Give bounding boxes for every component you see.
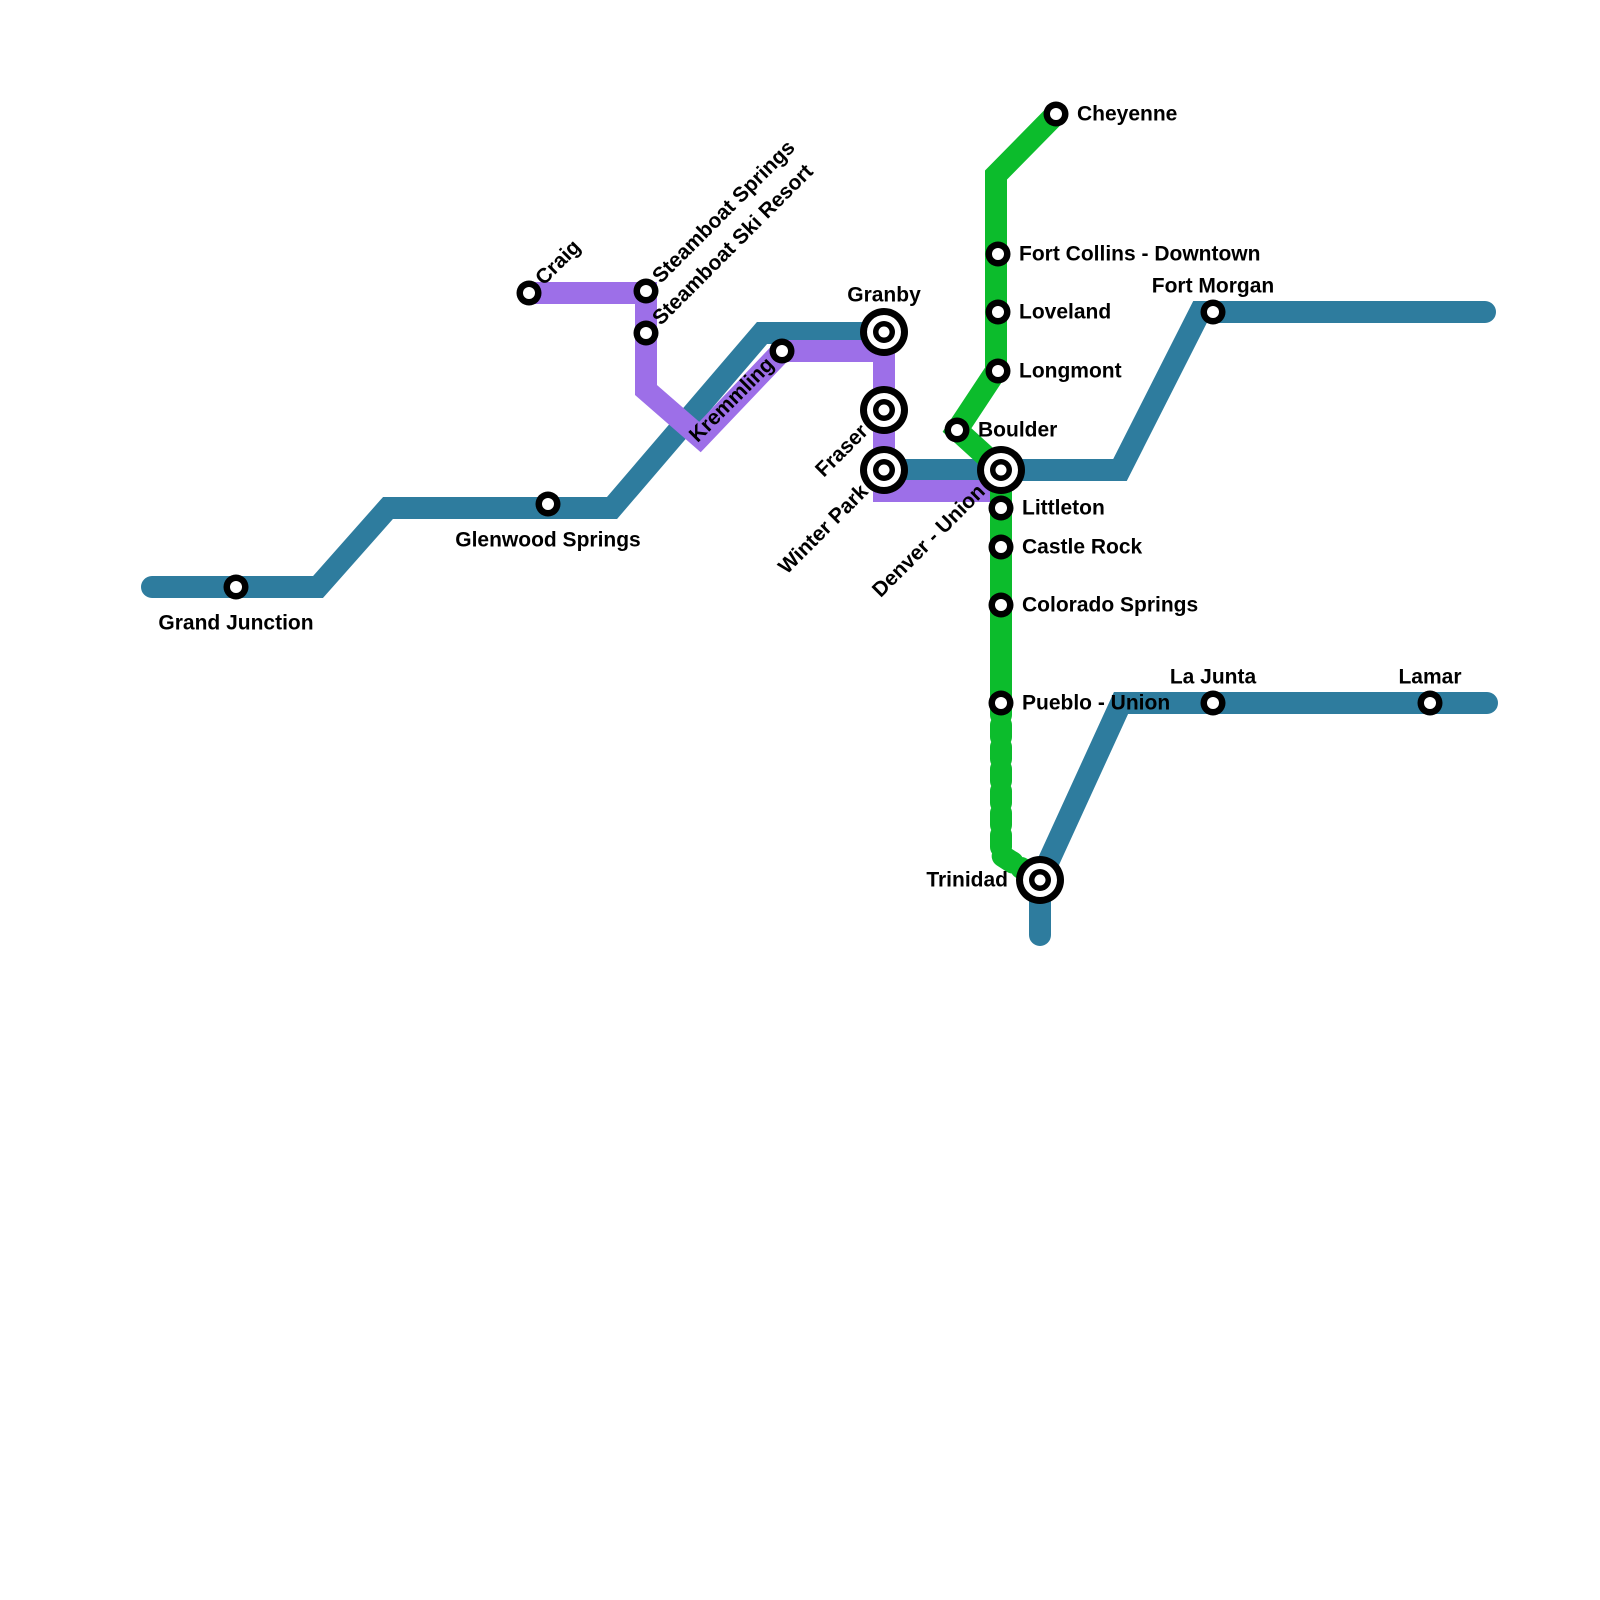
station-craig[interactable] xyxy=(516,280,542,306)
station-label-littleton: Littleton xyxy=(1022,497,1105,520)
station-marker-core xyxy=(230,581,242,593)
station-steamboat-springs[interactable] xyxy=(633,278,659,304)
station-winter-park[interactable] xyxy=(860,446,908,494)
station-marker-core xyxy=(1050,108,1062,120)
station-marker-core xyxy=(878,326,890,338)
station-longmont[interactable] xyxy=(985,358,1011,384)
station-marker-core xyxy=(1207,306,1219,318)
station-label-boulder: Boulder xyxy=(978,419,1057,442)
station-pueblo-union[interactable] xyxy=(988,690,1014,716)
station-label-granby: Granby xyxy=(847,284,921,307)
station-label-longmont: Longmont xyxy=(1019,360,1122,383)
station-marker-core xyxy=(992,248,1004,260)
station-marker-core xyxy=(992,306,1004,318)
station-marker-core xyxy=(951,424,963,436)
station-label-castle-rock: Castle Rock xyxy=(1022,536,1143,559)
station-marker-core xyxy=(995,599,1007,611)
station-marker-core xyxy=(995,502,1007,514)
station-label-pueblo-union: Pueblo - Union xyxy=(1022,692,1170,715)
station-fraser[interactable] xyxy=(860,386,908,434)
station-label-fort-morgan: Fort Morgan xyxy=(1152,275,1274,298)
station-label-trinidad: Trinidad xyxy=(926,869,1008,892)
station-label-craig: Craig xyxy=(531,235,585,289)
station-marker-core xyxy=(992,365,1004,377)
station-label-glenwood-springs: Glenwood Springs xyxy=(455,529,641,552)
station-steamboat-ski-resort[interactable] xyxy=(633,320,659,346)
station-cheyenne[interactable] xyxy=(1043,101,1069,127)
station-fort-collins-downtown[interactable] xyxy=(985,241,1011,267)
station-label-cheyenne: Cheyenne xyxy=(1077,103,1177,126)
station-denver-union[interactable] xyxy=(977,446,1025,494)
station-fort-morgan[interactable] xyxy=(1200,299,1226,325)
station-kremmling[interactable] xyxy=(769,338,795,364)
station-loveland[interactable] xyxy=(985,299,1011,325)
station-glenwood-springs[interactable] xyxy=(535,491,561,517)
station-marker-core xyxy=(995,697,1007,709)
route-blue-southeast[interactable] xyxy=(1029,692,1498,946)
station-label-colorado-springs: Colorado Springs xyxy=(1022,594,1198,617)
station-castle-rock[interactable] xyxy=(988,534,1014,560)
station-grand-junction[interactable] xyxy=(223,574,249,600)
station-trinidad[interactable] xyxy=(1016,856,1064,904)
station-marker-core xyxy=(776,345,788,357)
route-green-pueblo-trinidad[interactable] xyxy=(990,692,1051,891)
station-marker-core xyxy=(878,404,890,416)
station-marker-core xyxy=(1424,697,1436,709)
station-marker-core xyxy=(640,327,652,339)
station-marker-core xyxy=(995,541,1007,553)
station-boulder[interactable] xyxy=(944,417,970,443)
station-marker-core xyxy=(1207,697,1219,709)
station-marker-core xyxy=(878,464,890,476)
station-label-winter-park: Winter Park xyxy=(774,480,873,579)
station-marker-core xyxy=(542,498,554,510)
station-littleton[interactable] xyxy=(988,495,1014,521)
route-blue-west-main[interactable] xyxy=(141,301,1496,598)
station-label-loveland: Loveland xyxy=(1019,301,1111,324)
station-marker-core xyxy=(995,464,1007,476)
station-colorado-springs[interactable] xyxy=(988,592,1014,618)
station-label-lamar: Lamar xyxy=(1398,666,1461,689)
station-marker-core xyxy=(640,285,652,297)
station-granby[interactable] xyxy=(860,308,908,356)
station-marker-core xyxy=(1034,874,1046,886)
station-label-grand-junction: Grand Junction xyxy=(158,612,313,635)
station-la-junta[interactable] xyxy=(1200,690,1226,716)
station-label-fort-collins-downtown: Fort Collins - Downtown xyxy=(1019,243,1260,266)
station-marker-core xyxy=(523,287,535,299)
station-lamar[interactable] xyxy=(1417,690,1443,716)
stations-layer xyxy=(223,101,1443,904)
station-label-la-junta: La Junta xyxy=(1170,666,1257,689)
